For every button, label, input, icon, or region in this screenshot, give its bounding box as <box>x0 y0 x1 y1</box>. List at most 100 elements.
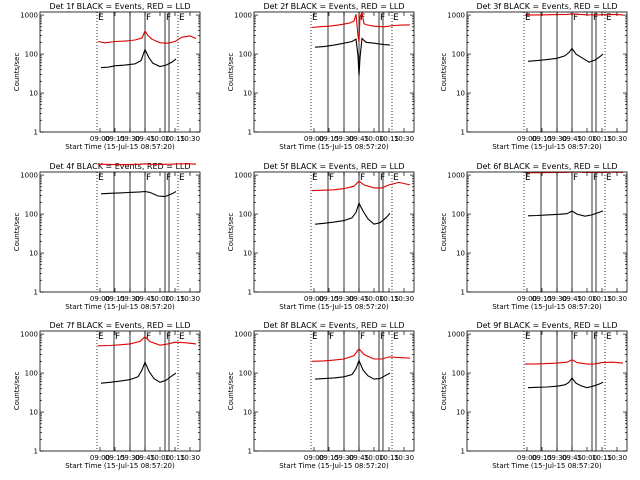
y-axis-label: Counts/sec <box>227 213 235 252</box>
x-tick-label: 10:30 <box>180 454 200 462</box>
x-tick-label: 10:00 <box>150 454 170 462</box>
x-tick-label: 10:00 <box>364 295 384 303</box>
panel-title: Det 1f BLACK = Events, RED = LLD <box>49 2 190 11</box>
event-marker-label: F <box>360 173 365 183</box>
panel-title: Det 9f BLACK = Events, RED = LLD <box>476 321 617 330</box>
event-marker-label: E <box>179 13 185 23</box>
x-tick-label: 09:45 <box>349 454 369 462</box>
y-tick-label: 10 <box>29 409 38 417</box>
y-tick-label: 1 <box>248 129 252 137</box>
panel-title: Det 4f BLACK = Events, RED = LLD <box>49 162 190 171</box>
y-axis-label: Counts/sec <box>13 372 21 411</box>
event-marker-label: F <box>166 332 171 342</box>
y-tick-label: 10 <box>456 250 465 258</box>
event-marker-label: E <box>312 13 318 23</box>
panel-title: Det 8f BLACK = Events, RED = LLD <box>263 321 404 330</box>
series-line-events <box>527 47 604 63</box>
x-tick-label: 09:15 <box>105 135 125 143</box>
series-line-events <box>527 376 604 389</box>
x-tick-label: 10:15 <box>592 454 612 462</box>
series-line-lld <box>524 13 624 16</box>
x-tick-label: 10:30 <box>607 135 627 143</box>
event-marker-label: E <box>179 173 185 183</box>
plot-frame <box>466 171 628 293</box>
series-line-lld <box>311 347 411 362</box>
x-tick-label: 10:30 <box>607 454 627 462</box>
series-line-events <box>314 201 391 225</box>
y-tick-label: 1000 <box>447 12 465 20</box>
series-line-lld <box>97 336 197 347</box>
event-marker-label: F <box>380 173 385 183</box>
y-axis-label: Counts/sec <box>227 53 235 92</box>
y-axis-label: Counts/sec <box>227 372 235 411</box>
event-marker-label: F <box>360 332 365 342</box>
event-marker-label: F <box>329 332 334 342</box>
x-axis-label: Start Time (15-Jul-15 08:57:20) <box>65 143 175 151</box>
y-tick-label: 1 <box>461 129 465 137</box>
plot-frame <box>253 330 415 452</box>
event-marker-label: F <box>166 173 171 183</box>
x-tick-label: 10:15 <box>592 295 612 303</box>
panel-title: Det 5f BLACK = Events, RED = LLD <box>263 162 404 171</box>
event-marker-label: E <box>312 173 318 183</box>
x-tick-label: 09:45 <box>562 454 582 462</box>
event-marker-label: E <box>525 13 531 23</box>
x-tick-label: 09:00 <box>517 295 537 303</box>
x-tick-label: 10:15 <box>379 295 399 303</box>
event-marker-label: E <box>179 332 185 342</box>
x-tick-label: 10:00 <box>577 135 597 143</box>
x-tick-label: 09:00 <box>90 295 110 303</box>
y-tick-label: 100 <box>25 51 38 59</box>
x-tick-label: 09:30 <box>120 295 140 303</box>
event-marker-label: E <box>393 332 399 342</box>
series-line-lld <box>97 163 197 166</box>
x-tick-label: 09:30 <box>334 135 354 143</box>
x-tick-label: 09:45 <box>349 295 369 303</box>
event-marker-label: F <box>380 332 385 342</box>
y-tick-label: 1000 <box>20 12 38 20</box>
x-tick-label: 09:15 <box>319 135 339 143</box>
plot-frame <box>39 11 201 133</box>
y-axis-label: Counts/sec <box>440 213 448 252</box>
event-marker-label: F <box>573 13 578 23</box>
y-tick-label: 100 <box>452 370 465 378</box>
x-tick-label: 09:15 <box>532 295 552 303</box>
event-marker-label: E <box>98 332 104 342</box>
x-tick-label: 10:00 <box>577 454 597 462</box>
x-tick-label: 09:30 <box>547 135 567 143</box>
series-line-lld <box>524 359 624 365</box>
panel-title: Det 3f BLACK = Events, RED = LLD <box>476 2 617 11</box>
y-tick-label: 1000 <box>447 172 465 180</box>
x-tick-label: 09:15 <box>532 135 552 143</box>
plot-frame <box>466 330 628 452</box>
x-axis-label: Start Time (15-Jul-15 08:57:20) <box>279 303 389 311</box>
event-marker-label: E <box>606 173 612 183</box>
event-marker-label: F <box>380 13 385 23</box>
y-tick-label: 1000 <box>234 331 252 339</box>
x-tick-label: 09:45 <box>135 295 155 303</box>
x-tick-label: 10:00 <box>364 135 384 143</box>
series-line-events <box>314 359 391 380</box>
series-line-events <box>527 210 604 217</box>
x-tick-label: 09:45 <box>135 135 155 143</box>
event-marker-label: E <box>98 13 104 23</box>
plot-frame <box>253 171 415 293</box>
x-tick-label: 10:15 <box>165 295 185 303</box>
x-tick-label: 09:00 <box>90 454 110 462</box>
x-tick-label: 09:30 <box>334 295 354 303</box>
plot-frame <box>253 11 415 133</box>
event-marker-label: E <box>606 332 612 342</box>
x-tick-label: 09:00 <box>517 454 537 462</box>
x-tick-label: 10:30 <box>180 295 200 303</box>
plot-frame <box>39 330 201 452</box>
x-tick-label: 09:30 <box>547 295 567 303</box>
x-axis-label: Start Time (15-Jul-15 08:57:20) <box>65 462 175 470</box>
x-tick-label: 10:15 <box>165 454 185 462</box>
x-tick-label: 10:00 <box>577 295 597 303</box>
event-marker-label: F <box>146 173 151 183</box>
event-marker-label: F <box>166 13 171 23</box>
